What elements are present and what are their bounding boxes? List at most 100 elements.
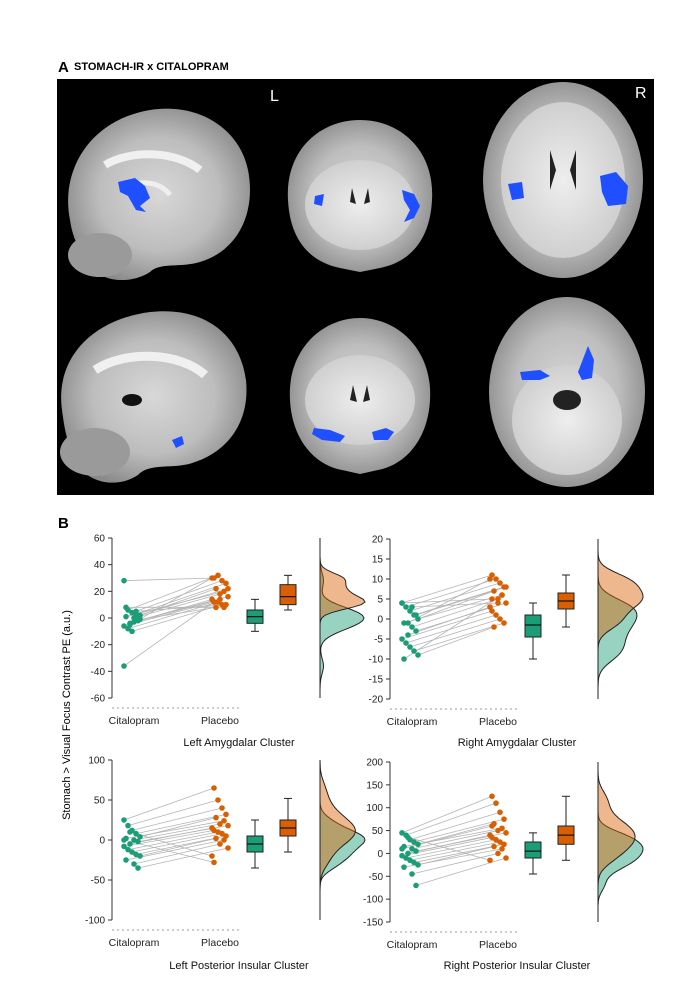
pair-line <box>135 835 227 855</box>
pair-line <box>409 811 501 841</box>
y-tick-label: 100 <box>88 756 105 767</box>
y-tick-label: 10 <box>372 575 384 586</box>
y-tick-label: -10 <box>369 655 384 666</box>
placebo-point <box>225 585 231 592</box>
y-axis-label: Stomach > Visual Focus Contrast PE (a.u.… <box>61 610 73 820</box>
citalopram-point <box>121 843 127 850</box>
citalopram-density <box>319 538 365 698</box>
citalopram-point <box>401 864 407 870</box>
placebo-point <box>489 608 495 614</box>
citalopram-point <box>407 644 413 650</box>
citalopram-point <box>401 620 407 626</box>
citalopram-point <box>121 577 127 584</box>
pair-line <box>417 823 495 845</box>
pair-line <box>127 574 219 611</box>
citalopram-point <box>413 628 419 634</box>
pair-line <box>411 853 499 875</box>
placebo-point <box>221 818 227 824</box>
placebo-point <box>225 593 231 600</box>
pair-line <box>407 834 491 854</box>
pair-line <box>411 602 499 608</box>
pair-line <box>139 838 217 857</box>
placebo-point <box>493 576 499 582</box>
y-tick-label: 5 <box>377 595 383 606</box>
chart-title: Right Amygdalar Cluster <box>458 737 577 749</box>
coronal-slice-bottom <box>289 318 431 474</box>
pair-line <box>407 837 491 861</box>
placebo-point <box>223 811 229 818</box>
box-iqr <box>279 584 297 606</box>
pair-line <box>401 574 493 604</box>
citalopram-point <box>405 620 411 626</box>
chart-4: -150 -100 -50 0 50 100 150 200 Citalopram Placebo… <box>363 758 644 972</box>
placebo-point <box>219 577 225 584</box>
pair-line <box>123 577 215 582</box>
placebo-point <box>499 592 505 598</box>
citalopram-point <box>401 656 407 662</box>
placebo-point <box>495 827 501 834</box>
citalopram-point <box>405 632 411 638</box>
placebo-point <box>221 588 227 595</box>
pair-line <box>409 841 501 861</box>
placebo-point <box>493 612 499 618</box>
placebo-point <box>213 814 219 821</box>
pair-line <box>137 847 229 869</box>
placebo-point <box>495 596 501 602</box>
citalopram-point <box>415 862 421 868</box>
placebo-point <box>489 596 495 602</box>
pair-line <box>401 598 493 604</box>
placebo-point <box>213 604 219 611</box>
citalopram-point <box>121 663 127 669</box>
placebo-point <box>497 580 503 586</box>
placebo-point <box>501 816 507 822</box>
placebo-point <box>497 616 503 622</box>
x-tick-label: Placebo <box>201 715 239 727</box>
y-tick-label: 0 <box>99 836 105 847</box>
chart-2: -20 -15 -10 -5 0 5 10 15 20 Citalopram Placebo Righ… <box>369 535 644 749</box>
pair-line <box>131 580 223 614</box>
pair-line <box>417 626 495 656</box>
y-tick-label: -5 <box>374 635 383 646</box>
pair-line <box>135 582 227 615</box>
charts-container: -60 -40 -20 0 20 40 60 Citalopram Placebo Left Am… <box>85 534 644 972</box>
pair-line <box>131 807 223 831</box>
pair-line <box>133 843 221 865</box>
placebo-point <box>217 841 223 847</box>
hemisphere-left-label: L <box>270 88 279 105</box>
placebo-point <box>489 793 495 800</box>
citalopram-point <box>137 853 143 859</box>
y-tick-label: -50 <box>91 876 106 887</box>
citalopram-point <box>411 648 417 654</box>
y-tick-label: 40 <box>94 560 106 571</box>
chart-title: Right Posterior Insular Cluster <box>444 960 591 972</box>
citalopram-point <box>413 848 419 854</box>
citalopram-point <box>399 846 405 852</box>
y-tick-label: 20 <box>372 535 384 546</box>
pair-line <box>129 827 213 845</box>
citalopram-point <box>123 857 129 863</box>
pair-line <box>401 610 493 640</box>
citalopram-point <box>123 604 129 611</box>
citalopram-point <box>131 861 137 867</box>
pair-line <box>123 787 215 821</box>
y-tick-label: 100 <box>366 803 383 814</box>
citalopram-point <box>137 834 143 840</box>
placebo-point <box>495 600 501 606</box>
chart-title: Left Posterior Insular Cluster <box>169 960 309 972</box>
placebo-density <box>319 759 356 920</box>
citalopram-point <box>131 615 137 621</box>
x-tick-label: Citalopram <box>109 715 160 727</box>
x-tick-label: Citalopram <box>387 939 438 951</box>
y-tick-label: -50 <box>369 872 384 883</box>
pair-line <box>413 843 505 863</box>
placebo-point <box>215 572 221 579</box>
pair-line <box>401 795 493 834</box>
y-tick-label: 50 <box>94 796 106 807</box>
citalopram-point <box>409 604 415 610</box>
chart-1: -60 -40 -20 0 20 40 60 Citalopram Placebo Left Am… <box>91 534 366 749</box>
pair-line <box>413 622 505 652</box>
placebo-point <box>487 857 493 864</box>
citalopram-point <box>129 628 135 635</box>
placebo-point <box>501 841 507 848</box>
pair-line <box>127 799 219 826</box>
